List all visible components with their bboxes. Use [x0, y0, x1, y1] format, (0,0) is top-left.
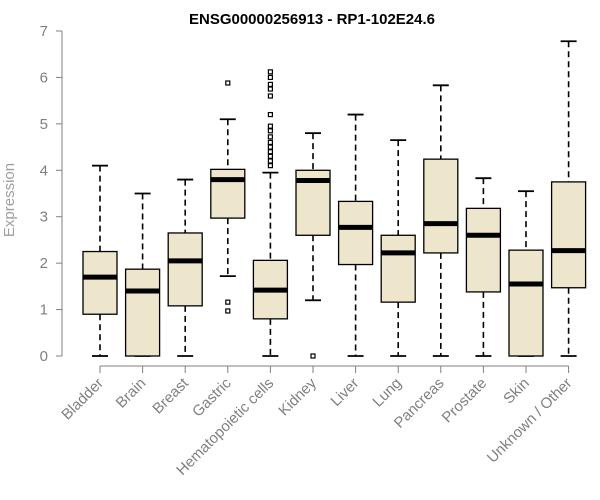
outlier-gastric-0: [225, 80, 231, 86]
outlier-hematopoietic-cells-11: [267, 149, 273, 155]
y-tick-label-3: 3: [40, 209, 48, 226]
outlier-gastric-1: [225, 299, 231, 305]
x-tick-label-liver: Liver: [327, 375, 362, 410]
outlier-hematopoietic-cells-3: [267, 86, 273, 92]
box-pancreas: [423, 158, 459, 254]
box-brain: [124, 268, 161, 357]
outlier-hematopoietic-cells-10: [267, 144, 273, 150]
y-tick-label-5: 5: [40, 116, 48, 133]
outlier-hematopoietic-cells-4: [267, 93, 273, 99]
box-liver: [337, 200, 374, 266]
outlier-hematopoietic-cells-9: [267, 139, 273, 146]
outlier-hematopoietic-cells-1: [267, 74, 273, 81]
x-tick-label-bladder: Bladder: [58, 375, 107, 424]
x-tick-label-lung: Lung: [369, 375, 405, 411]
x-tick-label-skin: Skin: [500, 375, 533, 408]
y-tick-label-6: 6: [40, 69, 48, 86]
outlier-hematopoietic-cells-13: [267, 158, 273, 164]
box-prostate: [465, 207, 502, 293]
box-gastric: [210, 168, 246, 219]
box-skin: [508, 249, 544, 357]
y-axis-label: Expression: [1, 163, 18, 237]
y-tick-label-7: 7: [40, 23, 48, 40]
box-lung: [380, 234, 416, 303]
outlier-hematopoietic-cells-0: [267, 69, 273, 75]
outlier-hematopoietic-cells-7: [267, 128, 273, 134]
outlier-hematopoietic-cells-5: [267, 111, 273, 118]
outlier-hematopoietic-cells-2: [267, 81, 273, 87]
x-tick-label-breast: Breast: [149, 374, 192, 417]
chart-title: ENSG00000256913 - RP1-102E24.6: [189, 11, 435, 28]
y-tick-label-0: 0: [40, 348, 48, 365]
x-tick-label-kidney: Kidney: [275, 374, 320, 419]
outlier-hematopoietic-cells-6: [267, 123, 273, 129]
outlier-gastric-2: [225, 308, 231, 314]
outlier-hematopoietic-cells-14: [267, 163, 273, 169]
outlier-hematopoietic-cells-12: [267, 153, 273, 159]
box-breast: [167, 232, 203, 307]
y-tick-label-1: 1: [40, 302, 48, 319]
outlier-kidney-0: [310, 353, 316, 359]
box-unknown-other: [550, 181, 587, 289]
x-tick-label-brain: Brain: [113, 375, 150, 412]
y-tick-label-2: 2: [40, 255, 48, 272]
box-bladder: [82, 250, 118, 315]
y-tick-label-4: 4: [40, 162, 48, 179]
x-tick-label-prostate: Prostate: [439, 375, 491, 427]
outlier-hematopoietic-cells-8: [267, 134, 273, 140]
